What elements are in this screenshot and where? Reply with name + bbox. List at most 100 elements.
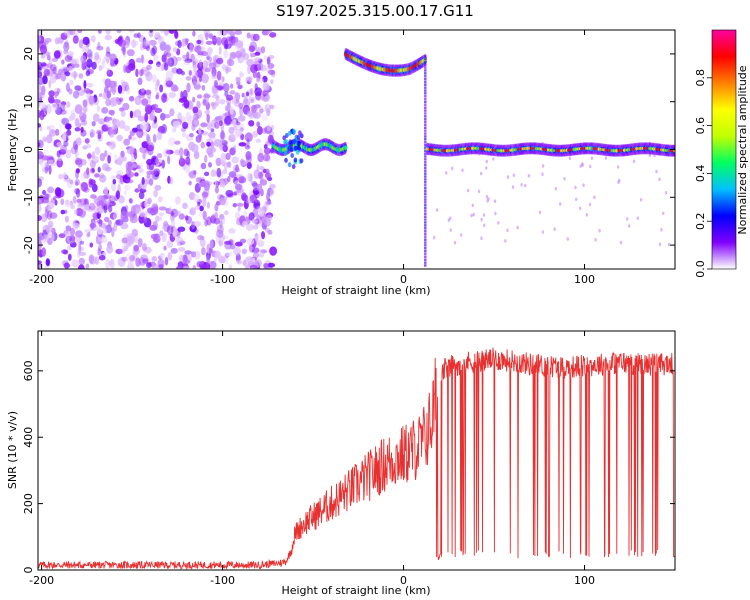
heat-cell xyxy=(618,178,621,183)
heat-cell xyxy=(104,150,108,157)
heat-cell xyxy=(220,130,225,140)
heat-cell xyxy=(39,44,48,55)
heat-cell xyxy=(168,137,176,147)
heat-cell xyxy=(254,87,263,97)
heat-cell xyxy=(506,175,510,179)
heat-cell xyxy=(424,258,427,261)
heat-cell xyxy=(92,113,100,122)
heat-cell xyxy=(424,86,427,89)
heat-cell xyxy=(91,168,95,173)
colorbar-tick-label: 0.2 xyxy=(694,212,707,230)
heat-cell xyxy=(132,163,138,168)
heat-cell xyxy=(208,131,216,139)
heat-cell xyxy=(102,228,108,234)
heat-cell xyxy=(242,53,250,61)
heat-cell xyxy=(99,152,106,162)
heat-cell xyxy=(220,214,226,225)
heat-cell xyxy=(146,262,152,269)
heat-cell xyxy=(148,59,154,65)
heat-cell xyxy=(424,218,427,221)
heat-cell xyxy=(66,123,72,131)
heat-cell xyxy=(74,149,79,159)
heat-cell xyxy=(432,235,436,240)
heat-cell xyxy=(92,212,100,220)
heat-cell xyxy=(224,210,229,216)
heat-cell xyxy=(84,228,92,233)
heat-cell xyxy=(223,49,229,59)
heat-cell xyxy=(293,146,298,151)
heat-cell xyxy=(84,98,89,108)
heat-cell xyxy=(78,251,87,256)
heat-cell xyxy=(161,225,167,230)
heat-cell xyxy=(424,238,427,241)
heat-cell xyxy=(152,74,157,83)
heat-cell xyxy=(97,166,101,173)
heat-cell xyxy=(553,227,556,231)
heat-cell xyxy=(103,186,109,196)
heat-cell xyxy=(127,171,135,178)
heat-cell xyxy=(211,66,217,77)
heat-cell xyxy=(259,108,264,114)
heat-cell xyxy=(137,32,141,39)
heat-cell xyxy=(424,83,427,86)
heat-cell xyxy=(213,139,222,147)
heat-cell xyxy=(68,88,73,95)
heat-cell xyxy=(149,224,158,231)
heat-cell xyxy=(137,237,143,248)
heat-cell xyxy=(483,223,486,228)
heat-cell xyxy=(253,111,261,120)
heat-cell xyxy=(123,190,128,196)
heat-cell xyxy=(251,218,258,224)
heat-cell xyxy=(152,134,157,143)
heat-cell xyxy=(38,214,42,222)
heat-cell xyxy=(101,236,108,244)
heat-cell xyxy=(155,156,162,166)
heat-cell xyxy=(449,216,452,220)
heat-cell xyxy=(249,173,253,183)
heat-cell xyxy=(264,220,272,227)
heat-cell xyxy=(271,249,276,255)
heat-cell xyxy=(182,266,191,269)
colorbar-tick-label: 0.4 xyxy=(694,165,707,183)
heat-cell xyxy=(38,260,42,265)
heat-cell xyxy=(126,49,135,57)
heat-cell xyxy=(94,51,100,61)
heat-cell xyxy=(246,161,252,170)
heat-cell xyxy=(159,230,164,237)
heat-cell xyxy=(57,157,63,162)
heat-cell xyxy=(252,203,260,210)
heat-cell xyxy=(174,210,182,216)
heat-cell xyxy=(124,205,129,212)
heat-cell xyxy=(232,38,238,47)
heat-cell xyxy=(60,198,65,205)
heat-cell xyxy=(176,241,183,246)
x-tick-label: -100 xyxy=(210,273,235,286)
heat-cell xyxy=(200,141,206,149)
heat-cell xyxy=(98,65,103,71)
heat-cell xyxy=(217,31,221,37)
heat-cell xyxy=(111,227,115,238)
heat-cell xyxy=(254,189,260,199)
heat-cell xyxy=(252,252,259,259)
heat-cell xyxy=(487,197,490,201)
heat-cell xyxy=(91,120,96,127)
heat-cell xyxy=(133,244,140,252)
heat-cell xyxy=(246,110,254,117)
heat-cell xyxy=(72,222,81,230)
heat-cell xyxy=(103,203,108,214)
heat-cell xyxy=(129,254,136,262)
heat-cell xyxy=(63,30,70,36)
heat-cell xyxy=(256,77,260,83)
heat-cell xyxy=(199,237,206,248)
heat-cell xyxy=(249,264,258,269)
heat-cell xyxy=(141,152,147,159)
heat-cell xyxy=(148,142,155,151)
heat-cell xyxy=(246,58,255,67)
heat-cell xyxy=(424,264,427,267)
heat-cell xyxy=(219,220,223,229)
heat-cell xyxy=(290,153,295,158)
heat-cell xyxy=(248,212,255,221)
heat-cell xyxy=(250,52,257,58)
heat-cell xyxy=(424,95,427,98)
